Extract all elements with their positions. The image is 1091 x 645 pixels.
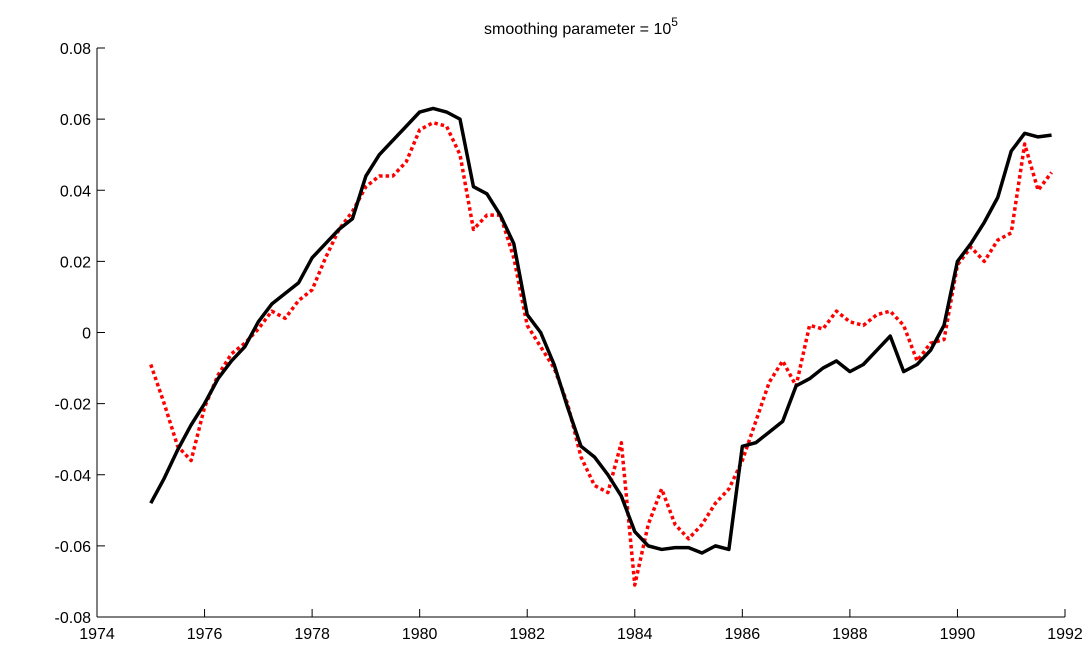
chart-title: smoothing parameter = 105 [484,15,678,38]
x-tick-label: 1976 [187,626,223,643]
y-tick-label: 0.06 [60,112,91,129]
title-text: smoothing parameter = 10 [484,21,671,38]
x-tick-label: 1984 [617,626,653,643]
x-tick-label: 1978 [294,626,330,643]
y-tick-label: 0.04 [60,183,91,200]
y-tick-label: 0.08 [60,41,91,58]
title-superscript: 5 [671,15,678,29]
y-tick-label: -0.04 [55,468,92,485]
y-tick-label: 0 [82,326,91,343]
x-tick-label: 1992 [1047,626,1083,643]
x-tick-label: 1974 [79,626,115,643]
y-tick-label: 0.02 [60,254,91,271]
y-tick-label: -0.08 [55,610,92,627]
x-tick-label: 1988 [832,626,868,643]
line-series [149,106,1052,555]
x-tick-label: 1982 [509,626,545,643]
y-tick-label: -0.02 [55,397,92,414]
x-tick-label: 1986 [725,626,761,643]
x-tick-label: 1990 [940,626,976,643]
y-tick-label: -0.06 [55,539,92,556]
line-series [149,120,1053,587]
x-tick-label: 1980 [402,626,438,643]
